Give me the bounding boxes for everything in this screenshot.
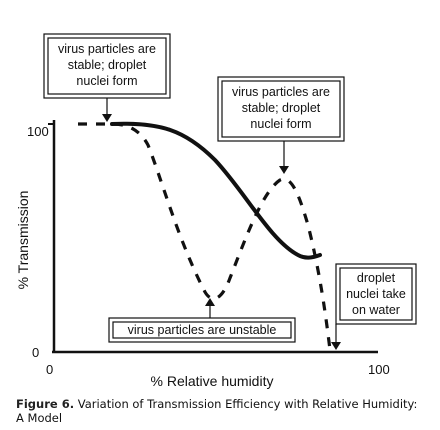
annotation-box-stable-left: virus particles are stable; droplet nucl… [43,33,171,99]
y-tick-0: 0 [32,345,39,360]
arrow-box1-to-curve [102,98,112,122]
arrow-box3-to-curve [205,298,215,318]
annotation-box-stable-left-line-1: virus particles are [58,42,156,56]
annotation-box-stable-right: virus particles are stable; droplet nucl… [217,76,345,142]
annotation-box-stable-right-line-2: stable; droplet [242,101,321,115]
y-tick-100: 100 [27,124,49,139]
figure-caption: Figure 6. Variation of Transmission Effi… [16,397,426,425]
annotation-box-stable-left-line-3: nuclei form [76,74,137,88]
annotation-box-unstable: virus particles are unstable [108,317,296,343]
annotation-box-unstable-text: virus particles are unstable [128,323,277,337]
x-axis-title: % Relative humidity [151,373,274,389]
arrow-box4-to-axis [331,324,341,350]
x-tick-0: 0 [46,362,53,377]
annotation-box-take-on-water-line-2: nuclei take [346,287,406,301]
annotation-box-stable-left-line-2: stable; droplet [68,58,147,72]
figure-caption-text: Variation of Transmission Efficiency wit… [16,397,418,425]
arrow-box2-to-curve [279,141,289,174]
annotation-box-stable-right-line-1: virus particles are [232,85,330,99]
annotation-box-take-on-water-line-1: droplet [357,271,396,285]
solid-transmission-curve [110,121,322,260]
x-tick-100: 100 [368,362,390,377]
dashed-transmission-curve [78,122,332,351]
annotation-box-take-on-water: droplet nuclei take on water [335,263,417,325]
annotation-box-take-on-water-line-3: on water [352,303,400,317]
y-axis-title: % Transmission [15,191,31,290]
figure-caption-label: Figure 6. [16,397,75,411]
annotation-box-stable-right-line-3: nuclei form [250,117,311,131]
